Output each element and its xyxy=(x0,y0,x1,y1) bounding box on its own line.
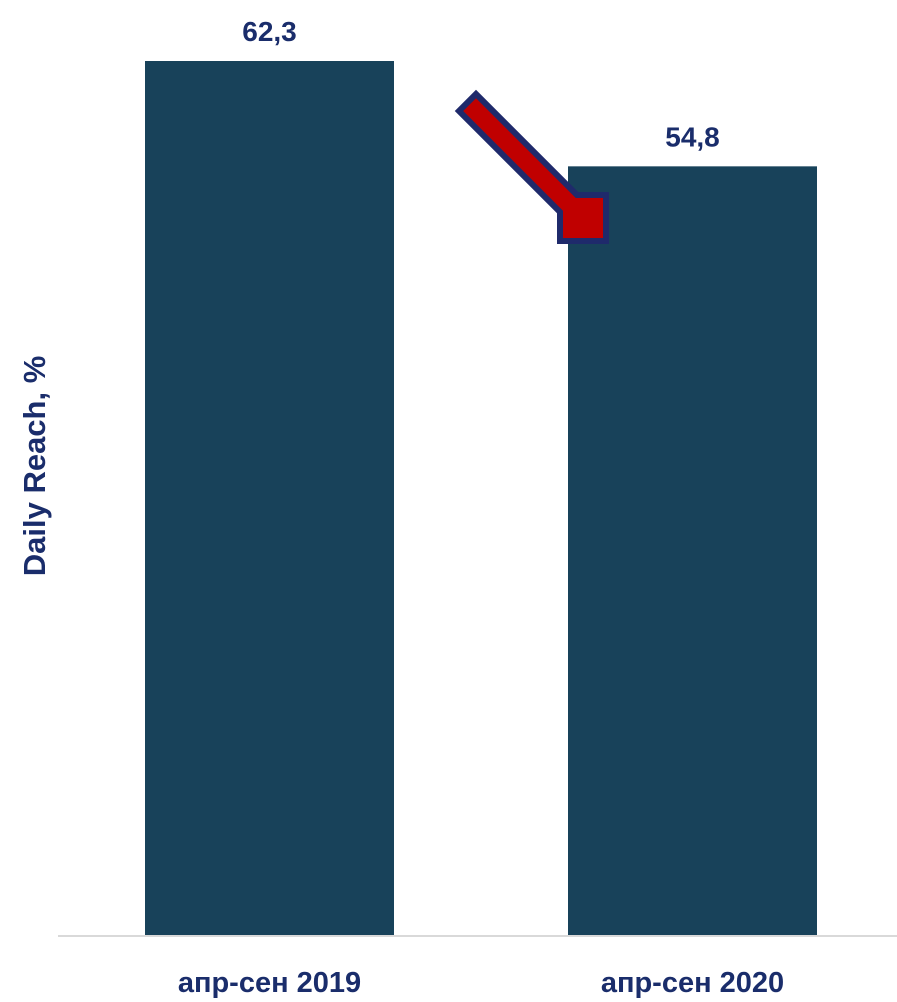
down-arrow-icon xyxy=(454,89,609,244)
data-labels-group: 62,3 54,8 xyxy=(242,16,720,152)
x-tick-labels-group: апр-сен 2019 апр-сен 2020 xyxy=(178,967,784,999)
data-label-2: 54,8 xyxy=(665,121,720,152)
x-tick-label-1: апр-сен 2019 xyxy=(178,967,361,999)
y-axis-label: Daily Reach, % xyxy=(17,356,52,577)
bar-2 xyxy=(568,166,817,936)
bars-group xyxy=(145,61,817,936)
data-label-1: 62,3 xyxy=(242,16,297,47)
x-tick-label-2: апр-сен 2020 xyxy=(601,967,784,999)
bar-1 xyxy=(145,61,394,936)
